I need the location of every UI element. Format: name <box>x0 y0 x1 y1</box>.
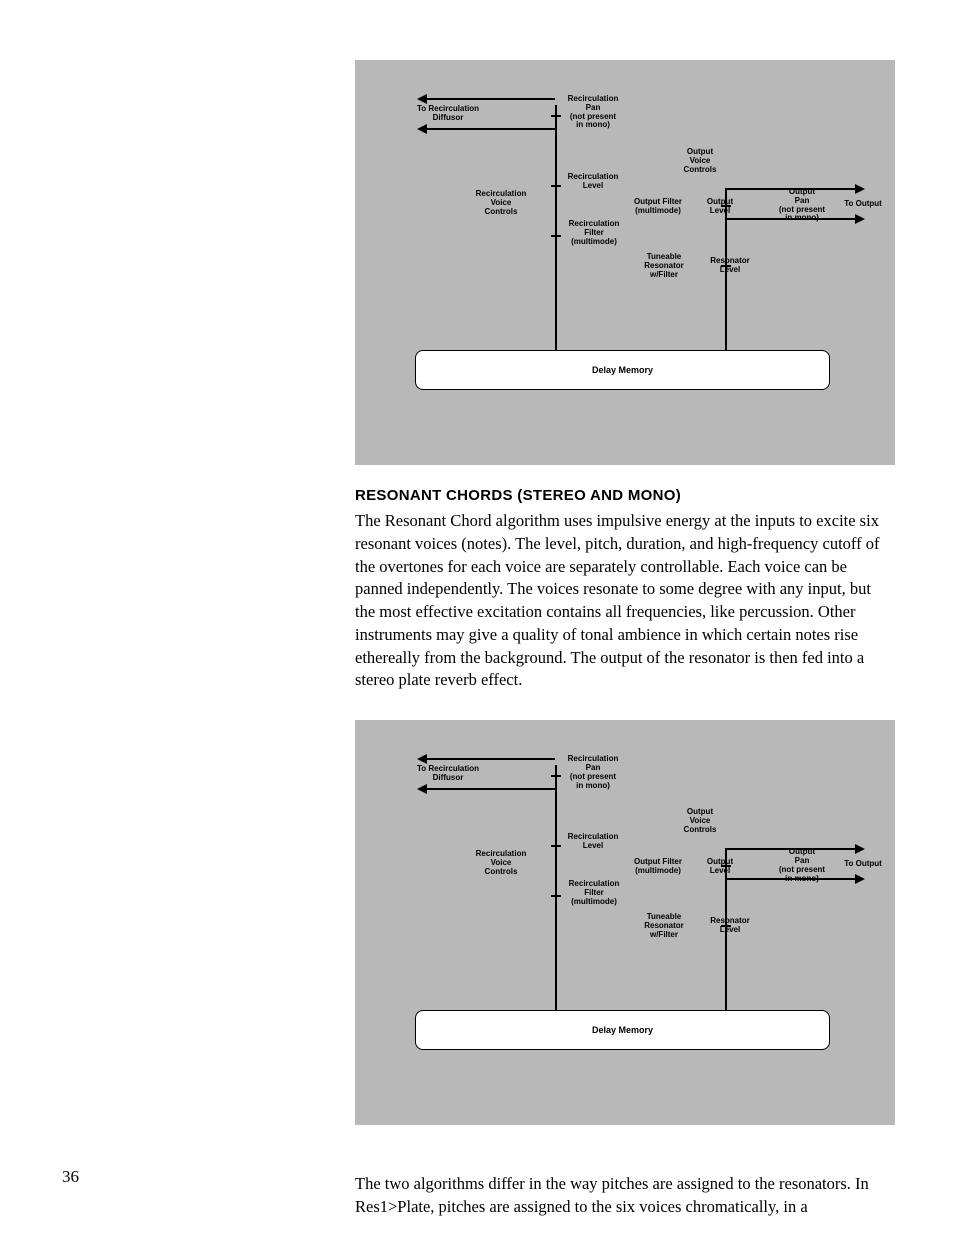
delay-memory-label: Delay Memory <box>592 1025 653 1035</box>
tuneable-resonator-label: TuneableResonatorw/Filter <box>638 913 690 939</box>
paragraph-2: The two algorithms differ in the way pit… <box>355 1173 895 1219</box>
recirc-filter-label: RecirculationFilter(multimode) <box>563 220 625 246</box>
output-level-label: OutputLevel <box>700 858 740 876</box>
section-heading: RESONANT CHORDS (STEREO AND MONO) <box>355 487 895 504</box>
recirc-voice-controls-label: RecirculationVoiceControls <box>470 190 532 216</box>
delay-memory-box: Delay Memory <box>415 1010 830 1050</box>
output-pan-label: OutputPan(not presentin mono) <box>773 848 831 883</box>
tuneable-resonator-label: TuneableResonatorw/Filter <box>638 253 690 279</box>
to-recirc-diffusor-label: To RecirculationDiffusor <box>415 765 481 783</box>
recirc-pan-label: RecirculationPan(not presentin mono) <box>563 755 623 790</box>
output-filter-label: Output Filter(multimode) <box>630 198 686 216</box>
signal-flow-diagram-2: Delay Memory To RecirculationDiffusor Re… <box>355 720 895 1125</box>
to-recirc-diffusor-label: To RecirculationDiffusor <box>415 105 481 123</box>
to-output-label: To Output <box>840 860 886 869</box>
recirc-level-label: RecirculationLevel <box>563 173 623 191</box>
paragraph-1: The Resonant Chord algorithm uses impuls… <box>355 510 895 692</box>
resonator-level-label: ResonatorLevel <box>705 917 755 935</box>
output-level-label: OutputLevel <box>700 198 740 216</box>
recirc-pan-label: RecirculationPan(not presentin mono) <box>563 95 623 130</box>
delay-memory-label: Delay Memory <box>592 365 653 375</box>
resonator-level-label: ResonatorLevel <box>705 257 755 275</box>
recirc-filter-label: RecirculationFilter(multimode) <box>563 880 625 906</box>
output-filter-label: Output Filter(multimode) <box>630 858 686 876</box>
recirc-voice-controls-label: RecirculationVoiceControls <box>470 850 532 876</box>
page-content: Delay Memory To RecirculationDiffusor Re… <box>355 60 895 1219</box>
to-output-label: To Output <box>840 200 886 209</box>
page-number: 36 <box>62 1167 79 1187</box>
signal-flow-diagram-1: Delay Memory To RecirculationDiffusor Re… <box>355 60 895 465</box>
delay-memory-box: Delay Memory <box>415 350 830 390</box>
recirc-level-label: RecirculationLevel <box>563 833 623 851</box>
output-voice-controls-label: OutputVoiceControls <box>675 808 725 834</box>
output-voice-controls-label: OutputVoiceControls <box>675 148 725 174</box>
output-pan-label: OutputPan(not presentin mono) <box>773 188 831 223</box>
